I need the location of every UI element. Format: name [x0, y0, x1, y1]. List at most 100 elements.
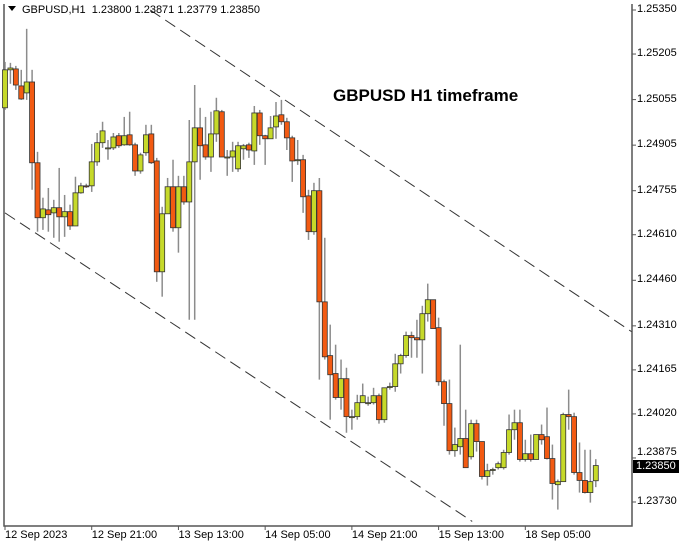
candle [148, 124, 155, 164]
candle [446, 379, 453, 455]
candle [582, 449, 588, 494]
candle-body [538, 434, 545, 441]
candle [506, 414, 512, 455]
candle-body [587, 481, 594, 493]
candle-body [121, 135, 128, 146]
candle [479, 441, 485, 480]
candle [451, 427, 458, 457]
candle [549, 444, 556, 500]
candle [370, 387, 377, 405]
candle-body [560, 414, 567, 483]
candle-body [321, 301, 328, 358]
candle-body [61, 211, 68, 218]
candle [213, 97, 220, 142]
candle-body [451, 444, 458, 452]
candle [110, 132, 117, 151]
candle-body [376, 395, 382, 421]
candle-body [197, 127, 204, 147]
candle-body [592, 465, 599, 482]
candle [29, 69, 36, 190]
candle [175, 175, 182, 253]
high-value: 1.23871 [134, 4, 175, 16]
y-tick-label: 1.24610 [637, 227, 677, 240]
candle [224, 150, 231, 176]
candle-body [533, 434, 540, 460]
candle-body [484, 470, 491, 477]
candle-body [99, 130, 106, 144]
candle-body [94, 142, 101, 163]
candle-body [186, 161, 193, 203]
candle [164, 177, 171, 215]
candle-body [283, 121, 290, 139]
y-tick-label: 1.24460 [637, 273, 677, 286]
candle-body [137, 154, 144, 172]
candle-body [83, 185, 90, 188]
candle [7, 62, 14, 84]
candle [533, 434, 540, 460]
candle [273, 102, 279, 139]
candle [186, 119, 193, 320]
candle-body [29, 81, 36, 164]
symbol-label: GBPUSD,H1 [22, 4, 86, 16]
candle-body [229, 150, 236, 158]
candle-body [332, 373, 339, 398]
candle [105, 139, 111, 160]
candle-body [251, 112, 258, 152]
candle-body [180, 186, 187, 203]
candle [278, 99, 285, 125]
candle [500, 449, 507, 470]
candle [495, 461, 502, 470]
candles [2, 28, 599, 510]
candle-body [495, 463, 502, 469]
candle-body [224, 156, 231, 159]
candle-body [392, 363, 399, 387]
candle-body [473, 423, 480, 442]
candle-body [565, 414, 572, 418]
x-tick-label: 15 Sep 13:00 [438, 529, 505, 541]
candle-body [12, 68, 19, 86]
candle [94, 132, 101, 166]
candle-body [300, 159, 307, 198]
candle-body [571, 416, 577, 473]
candle-body [213, 110, 220, 135]
candle [511, 409, 518, 440]
y-tick-label: 1.25055 [637, 92, 677, 105]
candle-body [240, 145, 247, 150]
x-tick-label: 12 Sep 21:00 [91, 529, 158, 541]
y-tick-label: 1.24165 [637, 362, 677, 375]
candle [208, 111, 214, 172]
candle [560, 412, 567, 483]
candle-body [175, 186, 182, 229]
chart-annotation: GBPUSD H1 timeframe [333, 86, 519, 105]
candle [381, 387, 388, 423]
dropdown-triangle-icon[interactable] [8, 6, 16, 11]
candle-body [511, 422, 518, 431]
candle-body [576, 472, 583, 481]
candle [522, 439, 529, 462]
y-tick-label: 1.25350 [637, 3, 677, 15]
candle-body [77, 185, 84, 194]
candle-body [549, 458, 556, 484]
candle [408, 331, 415, 358]
candle-body [311, 190, 317, 233]
candle-body [386, 386, 393, 388]
candle-body [517, 422, 523, 460]
y-tick-label: 1.24310 [637, 318, 677, 331]
candle [294, 139, 301, 165]
candle [143, 124, 149, 156]
candle [18, 69, 25, 100]
candle [267, 115, 274, 140]
candle [332, 344, 339, 400]
candle-body [40, 208, 46, 219]
candle-body [327, 355, 334, 376]
candle [441, 379, 447, 426]
candle [50, 199, 57, 238]
candle-body [45, 209, 52, 216]
candle-body [414, 337, 420, 341]
candle-body [218, 111, 225, 158]
candle-body [294, 159, 301, 162]
candle [430, 299, 437, 329]
candle [245, 142, 252, 158]
candle [115, 132, 122, 148]
